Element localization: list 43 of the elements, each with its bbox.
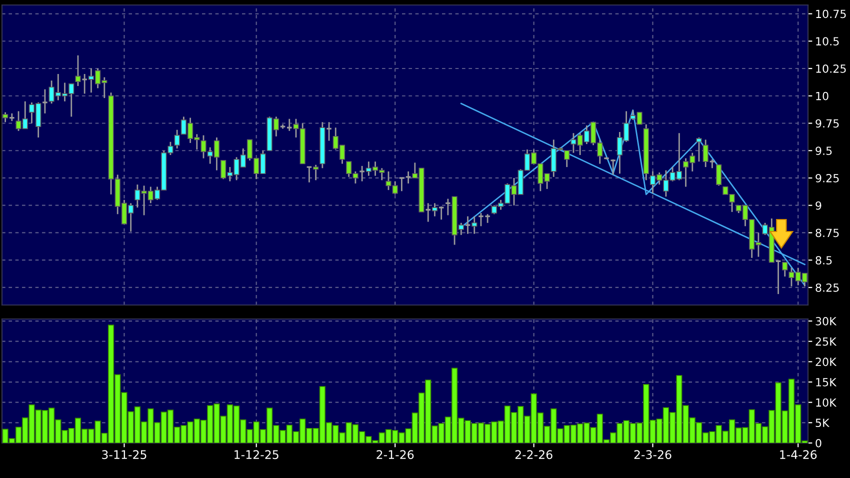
candlestick (696, 136, 702, 162)
x-tick-label: 2-2-26 (515, 450, 552, 460)
candlestick (782, 262, 788, 278)
y-tick-label: 9.75 (816, 119, 839, 128)
y-tick-label: 9 (816, 201, 822, 210)
candlestick (610, 158, 616, 176)
candlestick (444, 198, 452, 216)
candlestick (42, 88, 48, 114)
y-tick-label: 0 (816, 438, 822, 448)
x-tick-label: 2-1-26 (376, 450, 414, 460)
y-tick-label: 5K (816, 418, 830, 428)
y-tick-label: 10K (816, 398, 837, 407)
y-tick-label: 9.25 (816, 174, 839, 182)
x-tick-label: 1-4-26 (780, 450, 817, 460)
x-tick-label: 2-3-26 (634, 450, 672, 460)
candlestick (306, 166, 312, 184)
candlestick (358, 165, 366, 182)
candlestick (286, 118, 293, 132)
y-tick-label: 30K (816, 317, 837, 326)
x-tick-label: 1-12-25 (234, 450, 278, 460)
candlestick (464, 216, 471, 235)
candlestick (716, 164, 722, 186)
y-tick-label: 8.25 (816, 283, 839, 292)
y-tick-label: 10.75 (816, 10, 846, 18)
candlestick (405, 170, 412, 184)
y-tick-label: 10 (816, 92, 828, 100)
y-tick-label: 10.5 (816, 37, 839, 46)
candlestick (775, 260, 782, 295)
candlestick (424, 202, 432, 222)
candlestick (398, 177, 405, 192)
x-tick-label: 3-11-25 (102, 450, 146, 460)
y-tick-label: 8.75 (816, 228, 839, 238)
y-tick-label: 15K (816, 378, 837, 386)
y-tick-label: 9.5 (816, 146, 832, 155)
y-tick-label: 20K (816, 358, 837, 366)
y-tick-label: 25K (816, 337, 837, 346)
candlestick (326, 121, 332, 142)
y-tick-label: 8.5 (816, 256, 832, 264)
candlestick (174, 129, 180, 150)
candlestick (438, 206, 445, 220)
candlestick (81, 73, 88, 94)
candlestick (564, 150, 570, 168)
y-tick-label: 10.25 (816, 64, 846, 73)
